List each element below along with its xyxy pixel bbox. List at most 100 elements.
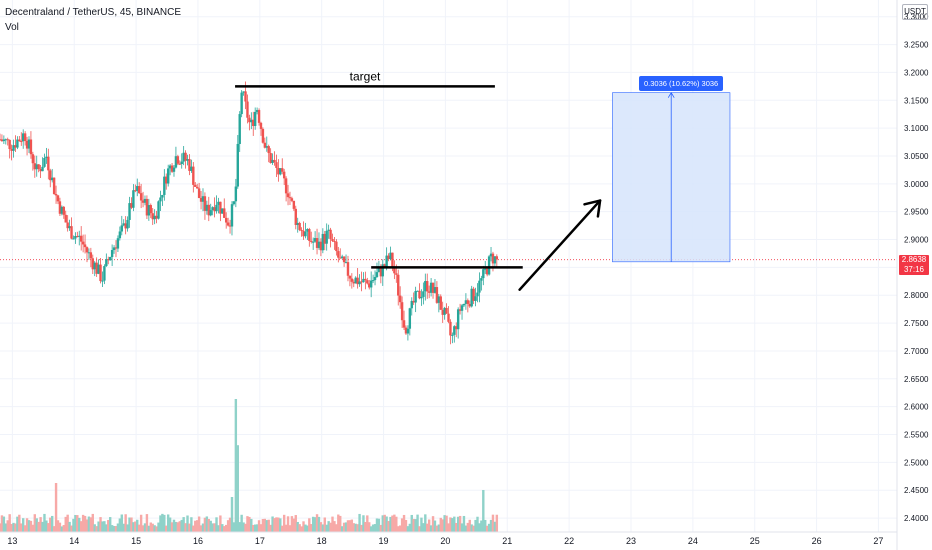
candle-body bbox=[64, 214, 67, 223]
candle-body bbox=[458, 309, 462, 311]
volume-bar bbox=[366, 515, 369, 532]
x-tick-label: 22 bbox=[564, 536, 574, 546]
volume-bar bbox=[174, 521, 178, 532]
candle-body bbox=[244, 91, 247, 102]
currency-unit-button[interactable]: USDT bbox=[902, 4, 928, 20]
candle-body bbox=[132, 190, 135, 208]
volume-bar bbox=[408, 523, 412, 532]
price-range-measure[interactable] bbox=[612, 91, 731, 263]
volume-bar bbox=[0, 515, 4, 532]
candle-body bbox=[70, 226, 73, 239]
candle-body bbox=[311, 241, 315, 243]
y-tick-label: 2.9500 bbox=[904, 208, 929, 217]
candle-body bbox=[455, 326, 458, 330]
candle-body bbox=[192, 166, 195, 185]
candle-countdown: 37:16 bbox=[903, 265, 925, 274]
volume-bar bbox=[244, 523, 247, 532]
volume-bar bbox=[286, 516, 290, 532]
candle-body bbox=[350, 278, 354, 282]
candle-body bbox=[130, 203, 133, 208]
y-tick-label: 2.6000 bbox=[904, 403, 929, 412]
volume-bar bbox=[460, 523, 464, 532]
candle-body bbox=[76, 236, 79, 238]
volume-bar bbox=[27, 520, 31, 532]
candle-body bbox=[358, 281, 361, 285]
candle-body bbox=[271, 159, 274, 163]
volume-indicator-label[interactable]: Vol bbox=[5, 22, 19, 33]
volume-bar bbox=[456, 516, 460, 532]
volume-bar bbox=[143, 523, 147, 532]
volume-bar bbox=[128, 517, 131, 532]
candle-body bbox=[259, 122, 263, 129]
volume-bar bbox=[232, 522, 236, 532]
candle-body bbox=[112, 247, 116, 251]
volume-bar bbox=[153, 525, 156, 532]
candle-body bbox=[18, 139, 21, 142]
candle-body bbox=[397, 274, 400, 296]
volume-bar bbox=[116, 523, 120, 532]
volume-bar bbox=[311, 516, 315, 532]
candle-body bbox=[215, 204, 218, 212]
candle-body bbox=[147, 205, 151, 216]
volume-bar bbox=[74, 514, 77, 532]
candle-body bbox=[408, 308, 412, 329]
x-tick-label: 20 bbox=[440, 536, 450, 546]
volume-bar bbox=[346, 520, 350, 532]
candle-body bbox=[116, 238, 120, 249]
volume-bar bbox=[248, 516, 251, 532]
candle-body bbox=[398, 295, 402, 303]
volume-bar bbox=[429, 525, 433, 532]
volume-bar bbox=[18, 514, 21, 532]
candle-body bbox=[108, 256, 112, 261]
candle-body bbox=[35, 164, 38, 170]
candle-body bbox=[431, 282, 435, 293]
x-tick-label: 23 bbox=[626, 536, 636, 546]
volume-bar bbox=[41, 521, 44, 532]
candle-body bbox=[240, 92, 243, 115]
volume-bar bbox=[302, 521, 305, 532]
candle-body bbox=[122, 223, 125, 226]
x-tick-label: 15 bbox=[131, 536, 141, 546]
candle-body bbox=[340, 256, 344, 258]
y-tick-label: 2.4000 bbox=[904, 514, 929, 523]
volume-bar bbox=[269, 524, 272, 532]
candle-body bbox=[400, 302, 404, 321]
volume-bar bbox=[163, 514, 166, 532]
candle-body bbox=[449, 321, 452, 336]
volume-bar bbox=[267, 519, 270, 532]
volume-bar bbox=[37, 521, 40, 532]
candle-body bbox=[331, 238, 334, 241]
candle-body bbox=[14, 145, 17, 148]
candle-body bbox=[195, 186, 199, 189]
y-tick-label: 2.6500 bbox=[904, 375, 929, 384]
candle-body bbox=[284, 178, 288, 194]
volume-bar bbox=[108, 517, 112, 532]
candle-body bbox=[234, 186, 238, 202]
volume-bar bbox=[352, 523, 355, 532]
candle-body bbox=[323, 233, 326, 244]
volume-bar bbox=[439, 517, 442, 532]
candle-body bbox=[317, 241, 321, 248]
volume-bar bbox=[339, 515, 342, 532]
volume-bar bbox=[426, 523, 429, 532]
y-tick-label: 3.1500 bbox=[904, 96, 929, 105]
candle-body bbox=[383, 264, 386, 267]
volume-bar bbox=[252, 524, 255, 532]
measure-result-label[interactable]: 0.3036 (10.62%) 3036 bbox=[639, 76, 724, 91]
candle-body bbox=[333, 240, 336, 242]
candle-body bbox=[197, 188, 201, 199]
candle-body bbox=[404, 327, 408, 334]
volume-bar bbox=[495, 514, 499, 532]
volume-bar bbox=[412, 518, 415, 532]
volume-bar bbox=[190, 517, 193, 532]
volume-bar bbox=[319, 522, 323, 532]
candle-body bbox=[0, 139, 4, 142]
volume-bar bbox=[265, 520, 268, 532]
volume-bar bbox=[484, 519, 487, 532]
candle-body bbox=[391, 252, 394, 269]
volume-bar bbox=[410, 514, 413, 532]
volume-bar bbox=[10, 524, 13, 532]
drawings[interactable]: target bbox=[235, 69, 602, 291]
volume-bar bbox=[103, 521, 106, 532]
